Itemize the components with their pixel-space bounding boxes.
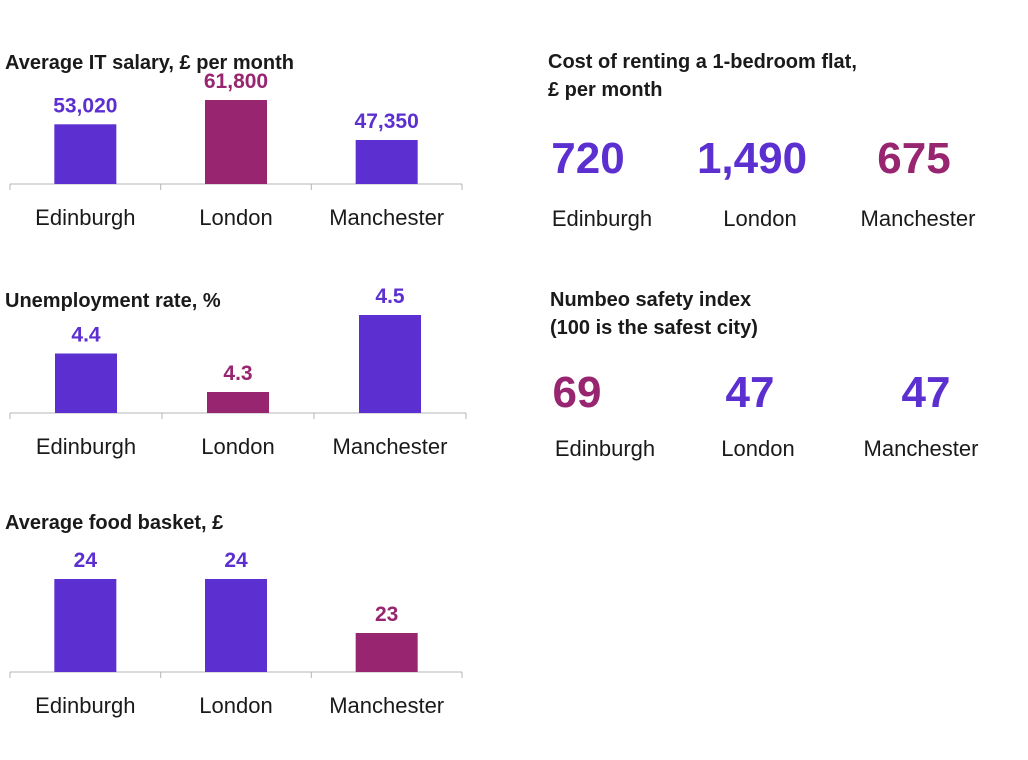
rent-city-london: London xyxy=(723,206,797,231)
unemployment-chart: Unemployment rate, % 4.4 Edinburgh 4.3 Lond… xyxy=(0,280,480,520)
rent-city-edinburgh: Edinburgh xyxy=(551,206,653,231)
bar-edinburgh xyxy=(54,579,117,672)
data-label: 24 xyxy=(224,549,248,572)
category-label: Edinburgh xyxy=(36,434,136,459)
safety-value-manchester: 47 xyxy=(901,368,951,417)
salary-bars: 53,020 Edinburgh 61,800 London 47,350 Manches… xyxy=(9,70,463,230)
salary-chart: Average IT salary, £ per month 53,020 Edi… xyxy=(0,40,480,280)
category-label: Manchester xyxy=(329,205,444,230)
safety-value-edinburgh: 69 xyxy=(552,368,602,417)
rent-title-line2: £ per month xyxy=(548,79,663,101)
category-label: London xyxy=(201,434,274,459)
safety-value-london: 47 xyxy=(725,368,775,417)
category-label: Manchester xyxy=(329,693,444,718)
safety-title: Numbeo safety index (100 is the safest c… xyxy=(550,286,758,342)
category-label: Manchester xyxy=(333,434,448,459)
safety-title-line1: Numbeo safety index xyxy=(550,289,752,311)
bar-manchester xyxy=(355,633,418,672)
data-label: 61,800 xyxy=(204,70,268,93)
chart-title: Average IT salary, £ per month xyxy=(5,52,294,74)
bar-london xyxy=(207,392,269,413)
bar-manchester xyxy=(359,315,421,413)
data-label: 53,020 xyxy=(53,94,117,117)
chart-title: Average food basket, £ xyxy=(5,512,224,534)
category-label: Edinburgh xyxy=(35,693,135,718)
bar-edinburgh xyxy=(54,124,117,184)
data-label: 23 xyxy=(375,603,398,626)
category-label: London xyxy=(199,693,272,718)
category-label: London xyxy=(199,205,272,230)
rent-value-edinburgh: 720 xyxy=(551,134,625,183)
food-chart: Average food basket, £ 24 Edinburgh 24 Lond… xyxy=(0,500,480,740)
data-label: 4.4 xyxy=(71,324,101,347)
safety-city-london: London xyxy=(721,436,795,461)
data-label: 4.5 xyxy=(375,285,405,308)
rent-value-manchester: 675 xyxy=(877,134,951,183)
food-bars: 24 Edinburgh 24 London 23 Manchester xyxy=(9,549,463,718)
data-label: 4.3 xyxy=(223,362,252,385)
safety-title-line2: (100 is the safest city) xyxy=(550,317,758,339)
category-label: Edinburgh xyxy=(35,205,135,230)
rent-stats: Cost of renting a 1-bedroom flat, £ per … xyxy=(548,48,1028,248)
rent-city-manchester: Manchester xyxy=(860,206,976,231)
rent-value-london: 1,490 xyxy=(696,134,808,183)
chart-title: Unemployment rate, % xyxy=(5,290,221,312)
rent-title: Cost of renting a 1-bedroom flat, £ per … xyxy=(548,48,857,104)
bar-manchester xyxy=(355,140,418,184)
safety-stats: Numbeo safety index (100 is the safest c… xyxy=(550,286,1028,486)
data-label: 24 xyxy=(74,549,98,572)
safety-city-manchester: Manchester xyxy=(863,436,979,461)
safety-city-edinburgh: Edinburgh xyxy=(554,436,656,461)
bar-edinburgh xyxy=(55,353,117,413)
bar-london xyxy=(205,579,267,672)
unemployment-bars: 4.4 Edinburgh 4.3 London 4.5 Manchester xyxy=(9,285,467,459)
bar-london xyxy=(205,100,267,184)
rent-title-line1: Cost of renting a 1-bedroom flat, xyxy=(548,51,857,73)
data-label: 47,350 xyxy=(355,110,419,133)
